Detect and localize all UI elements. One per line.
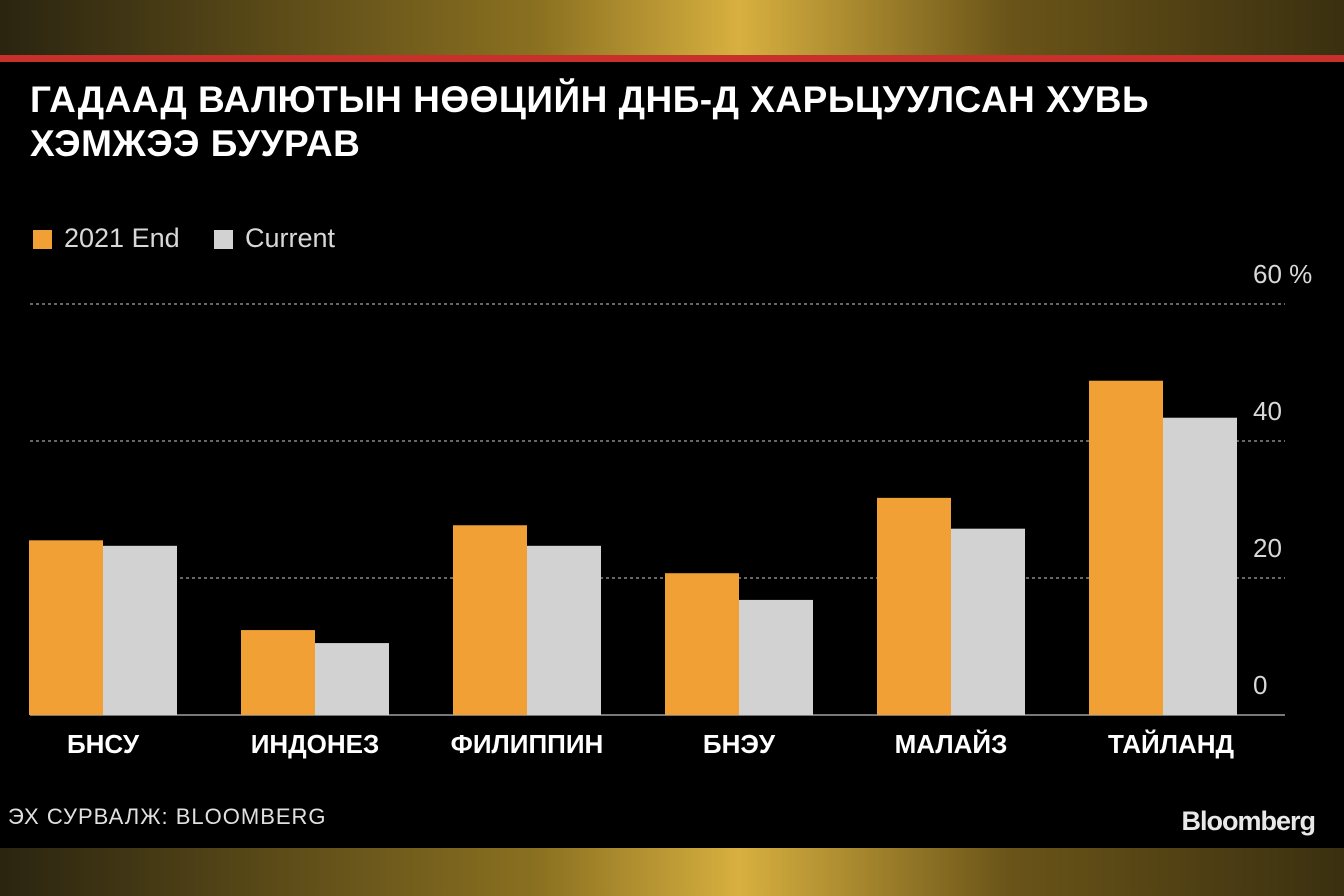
bar (665, 573, 739, 715)
bottom-band (0, 848, 1344, 896)
x-tick-label: БНЭУ (703, 729, 776, 759)
y-tick-label: 40 (1253, 396, 1282, 426)
y-tick-label: 20 (1253, 533, 1282, 563)
bar (1163, 417, 1237, 715)
y-tick-label: 0 (1253, 670, 1267, 700)
legend-label: Current (245, 223, 336, 253)
legend-swatch (33, 230, 52, 249)
bar (877, 497, 951, 715)
chart-title: ГАДААД ВАЛЮТЫН НӨӨЦИЙН ДНБ-Д ХАРЬЦУУЛСАН… (30, 79, 1150, 164)
bar (241, 630, 315, 715)
bar (951, 528, 1025, 715)
brand-logo: Bloomberg (1181, 806, 1315, 836)
legend-label: 2021 End (64, 223, 180, 253)
legend-swatch (214, 230, 233, 249)
bar (453, 525, 527, 715)
x-tick-label: БНСУ (67, 729, 140, 759)
bar (527, 545, 601, 715)
bar (29, 540, 103, 715)
y-tick-label: 60 % (1253, 259, 1312, 289)
x-tick-label: ФИЛИППИН (451, 729, 604, 759)
x-tick-label: МАЛАЙЗ (895, 729, 1008, 759)
bar (103, 545, 177, 715)
bar (739, 599, 813, 715)
bar (315, 643, 389, 715)
x-tick-label: ИНДОНЕЗ (251, 729, 380, 759)
bar (1089, 380, 1163, 715)
source: ЭХ СУРВАЛЖ: BLOOMBERG (8, 804, 327, 829)
x-tick-label: ТАЙЛАНД (1108, 729, 1235, 759)
top-band (0, 0, 1344, 56)
red-stripe (0, 55, 1344, 62)
